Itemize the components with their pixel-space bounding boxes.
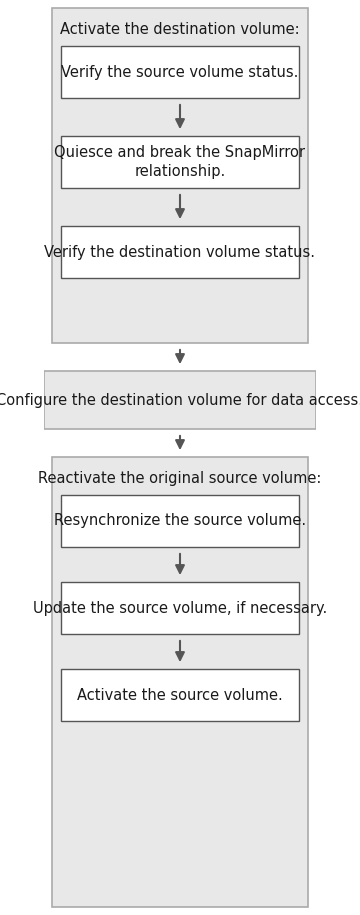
- Text: Update the source volume, if necessary.: Update the source volume, if necessary.: [33, 600, 327, 616]
- FancyBboxPatch shape: [60, 582, 300, 634]
- Text: Resynchronize the source volume.: Resynchronize the source volume.: [54, 513, 306, 529]
- FancyBboxPatch shape: [60, 669, 300, 721]
- Text: Reactivate the original source volume:: Reactivate the original source volume:: [38, 471, 322, 487]
- Text: Verify the source volume status.: Verify the source volume status.: [61, 64, 299, 80]
- Text: Activate the source volume.: Activate the source volume.: [77, 687, 283, 703]
- Text: Verify the destination volume status.: Verify the destination volume status.: [45, 244, 315, 260]
- FancyBboxPatch shape: [51, 457, 309, 907]
- FancyBboxPatch shape: [60, 136, 300, 188]
- FancyBboxPatch shape: [60, 46, 300, 98]
- FancyBboxPatch shape: [51, 8, 309, 343]
- FancyBboxPatch shape: [60, 495, 300, 547]
- FancyBboxPatch shape: [60, 226, 300, 278]
- Text: Quiesce and break the SnapMirror
relationship.: Quiesce and break the SnapMirror relatio…: [54, 145, 306, 178]
- Text: Activate the destination volume:: Activate the destination volume:: [60, 23, 300, 38]
- Text: Configure the destination volume for data access.: Configure the destination volume for dat…: [0, 393, 360, 407]
- FancyBboxPatch shape: [44, 371, 316, 429]
